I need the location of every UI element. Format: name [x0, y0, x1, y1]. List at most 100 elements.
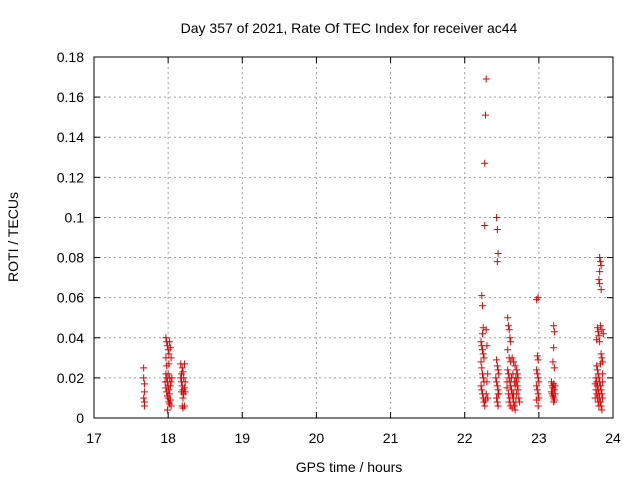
data-point — [596, 338, 604, 346]
data-point — [596, 360, 604, 368]
data-point — [596, 268, 604, 276]
x-tick-label: 19 — [234, 430, 250, 446]
data-point — [481, 159, 489, 167]
x-tick-label: 22 — [457, 430, 473, 446]
data-point — [483, 378, 491, 386]
data-point — [163, 388, 171, 396]
y-axis-label: ROTI / TECUs — [5, 192, 21, 282]
data-point — [164, 370, 172, 378]
x-tick-label: 24 — [605, 430, 621, 446]
x-tick-label: 21 — [383, 430, 399, 446]
data-point — [493, 362, 501, 370]
data-point — [598, 326, 606, 334]
data-point — [511, 382, 519, 390]
data-point — [493, 213, 501, 221]
data-point — [482, 75, 490, 83]
data-point — [167, 402, 175, 410]
data-point — [504, 366, 512, 374]
data-point — [595, 276, 603, 284]
data-point — [481, 221, 489, 229]
data-point — [591, 380, 599, 388]
data-point — [508, 354, 516, 362]
data-point — [478, 386, 486, 394]
data-point — [483, 342, 491, 350]
data-point — [494, 402, 502, 410]
data-points — [140, 75, 607, 414]
data-point — [516, 398, 524, 406]
data-point — [140, 394, 148, 402]
data-point — [505, 398, 513, 406]
data-point — [480, 354, 488, 362]
data-point — [534, 356, 542, 364]
data-point — [493, 382, 501, 390]
data-point — [493, 394, 501, 402]
data-point — [140, 388, 148, 396]
y-tick-label: 0.08 — [57, 250, 84, 266]
data-point — [180, 360, 188, 368]
data-point — [510, 358, 518, 366]
data-point — [478, 364, 486, 372]
data-point — [599, 378, 607, 386]
data-point — [550, 364, 558, 372]
data-point — [166, 338, 174, 346]
data-point — [167, 378, 175, 386]
data-point — [162, 384, 170, 392]
data-point — [535, 378, 543, 386]
data-point — [493, 356, 501, 364]
chart-title: Day 357 of 2021, Rate Of TEC Index for r… — [181, 20, 518, 36]
data-point — [513, 378, 521, 386]
data-point — [482, 390, 490, 398]
data-point — [165, 350, 173, 358]
data-point — [551, 382, 559, 390]
data-point — [180, 374, 188, 382]
data-point — [534, 374, 542, 382]
plot-frame — [93, 56, 614, 419]
data-point — [482, 326, 490, 334]
data-point — [597, 350, 605, 358]
data-point — [595, 332, 603, 340]
data-point — [533, 382, 541, 390]
data-point — [504, 346, 512, 354]
data-point — [515, 394, 523, 402]
y-tick-label: 0.12 — [57, 169, 84, 185]
data-point — [550, 328, 558, 336]
data-point — [181, 378, 189, 386]
data-point — [533, 366, 541, 374]
data-point — [163, 406, 171, 414]
data-point — [166, 344, 174, 352]
data-point — [177, 370, 185, 378]
data-point — [167, 354, 175, 362]
data-point — [166, 374, 174, 382]
data-point — [508, 404, 516, 412]
data-point — [504, 314, 512, 322]
data-point — [492, 374, 500, 382]
data-point — [598, 354, 606, 362]
data-point — [162, 334, 170, 342]
data-point — [596, 280, 604, 288]
x-tick-label: 17 — [86, 430, 102, 446]
data-point — [595, 402, 603, 410]
data-point — [479, 302, 487, 310]
data-point — [161, 378, 169, 386]
data-point — [140, 402, 148, 410]
data-point — [506, 394, 514, 402]
x-tick-label: 18 — [160, 430, 176, 446]
data-point — [504, 322, 512, 330]
y-tick-label: 0.04 — [57, 330, 84, 346]
data-point — [596, 258, 604, 266]
data-point — [592, 374, 600, 382]
data-point — [511, 362, 519, 370]
data-point — [503, 378, 511, 386]
data-point — [178, 364, 186, 372]
data-point — [166, 382, 174, 390]
data-point — [166, 396, 174, 404]
data-point — [493, 378, 501, 386]
data-point — [506, 334, 514, 342]
data-point — [593, 362, 601, 370]
y-tick-label: 0.02 — [57, 370, 84, 386]
data-point — [494, 366, 502, 374]
data-point — [507, 338, 515, 346]
data-point — [165, 360, 173, 368]
data-point — [533, 386, 541, 394]
